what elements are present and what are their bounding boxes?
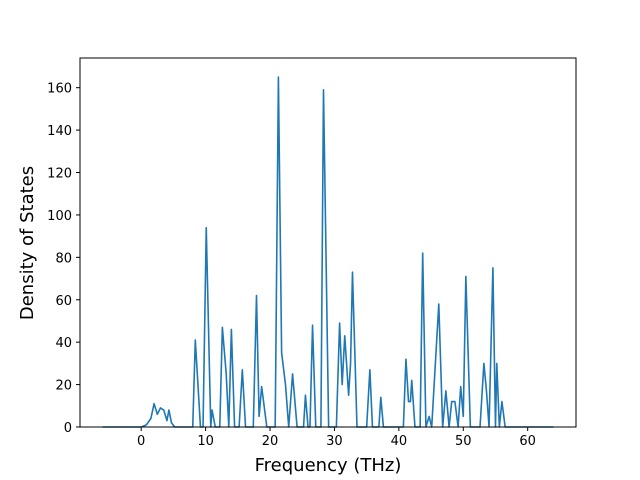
- y-tick-label: 40: [55, 336, 72, 351]
- y-tick-label: 100: [47, 209, 72, 224]
- x-tick-label: 10: [197, 434, 214, 449]
- x-tick-label: 60: [519, 434, 536, 449]
- x-tick-label: 30: [326, 434, 343, 449]
- plot-frame: [79, 57, 577, 428]
- x-axis-label: Frequency (THz): [255, 455, 402, 476]
- y-tick-label: 0: [64, 421, 72, 436]
- y-axis-label: Density of States: [17, 166, 38, 320]
- y-tick-label: 20: [55, 379, 72, 394]
- x-tick-label: 0: [137, 434, 145, 449]
- y-tick-label: 160: [47, 82, 72, 97]
- x-tick-label: 40: [391, 434, 408, 449]
- y-tick-label: 140: [47, 124, 72, 139]
- x-tick-label: 50: [455, 434, 472, 449]
- y-tick-label: 120: [47, 167, 72, 182]
- line: [102, 76, 554, 428]
- x-tick-label: 20: [262, 434, 279, 449]
- y-tick-label: 60: [55, 294, 72, 309]
- y-tick-label: 80: [55, 251, 72, 266]
